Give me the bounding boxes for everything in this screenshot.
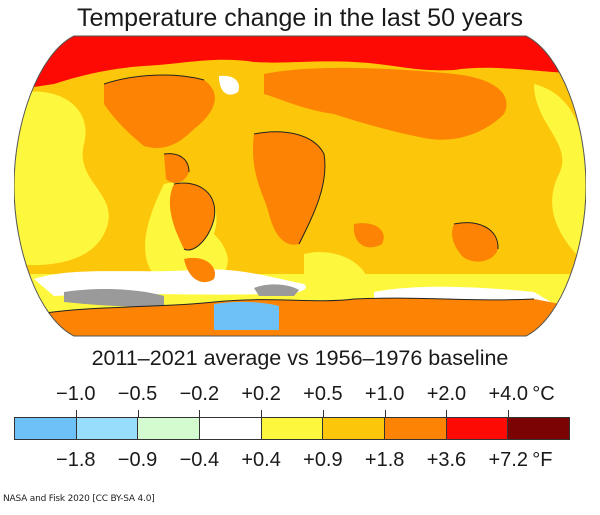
scale-label: +3.6 [426,449,467,471]
australia [452,222,499,262]
scale-label: +2.0 [426,383,467,405]
north-america [104,75,215,149]
south-america [169,183,215,250]
colorbar-bin [507,418,570,439]
south-atlantic-warm-patch [184,257,215,283]
coastlines [14,74,535,320]
colorbar-bin [384,418,446,439]
eurasia [264,67,507,140]
scale-label: +4.0 [488,383,528,405]
colorbar-tick [75,410,77,418]
colorbar-tick [137,410,139,418]
scale-label: −1.0 [56,383,96,405]
no-data-region-east [254,284,299,296]
no-data-region-west [64,289,164,307]
scale-label: −1.8 [56,449,96,471]
colorbar-tick [261,410,263,418]
unit-label: °C [532,383,555,405]
map-title: Temperature change in the last 50 years [76,4,524,32]
colorbar-bin [75,418,138,439]
scale-label: −0.5 [117,383,158,405]
colorbar-tick [199,410,201,418]
arctic-red [14,36,586,90]
fahrenheit-scale: −1.8 −0.9 −0.4 +0.4 +0.9 +1.8 +3.6 +7.2 °F [0,449,600,475]
scale-label: −0.4 [179,449,220,471]
scale-label: +1.8 [364,449,405,471]
colorbar-bin [445,418,508,439]
unit-label: °F [532,449,553,471]
central-america [164,153,189,184]
colorbar [14,417,570,440]
colorbar-tick [508,410,510,418]
scale-label: +1.0 [364,383,405,405]
scale-label: −0.2 [179,383,220,405]
colorbar-bin [15,418,76,439]
world-map [14,34,586,338]
scale-label: −0.9 [117,449,158,471]
colorbar-tick [384,410,386,418]
credit-text: NASA and Fisk 2020 [CC BY-SA 4.0] [3,494,155,504]
antarctic-cold-spot [214,301,279,330]
pacific-west-yellow [14,91,109,266]
antarctica [14,298,586,336]
colorbar-tick [322,410,324,418]
map-subtitle: 2011–2021 average vs 1956–1976 baseline [91,346,509,370]
indian-ocean-warm-patch [353,223,384,248]
pacific-east-yellow [534,84,586,264]
africa [252,131,325,245]
colorbar-bin [137,418,200,439]
scale-label: +0.9 [303,449,343,471]
colorbar-bin [260,418,323,439]
celsius-scale: −1.0 −0.5 −0.2 +0.2 +0.5 +1.0 +2.0 +4.0 °C [0,383,600,409]
scale-label: +0.2 [241,383,281,405]
scale-label: +0.5 [303,383,343,405]
colorbar-tick [446,410,448,418]
scale-label: +0.4 [241,449,281,471]
north-atlantic-cold-spot [219,75,240,95]
world-map-svg [14,35,586,337]
colorbar-bin [322,418,385,439]
map-outline [14,35,586,337]
scale-label: +7.2 [488,449,528,471]
colorbar-bin [199,418,261,439]
